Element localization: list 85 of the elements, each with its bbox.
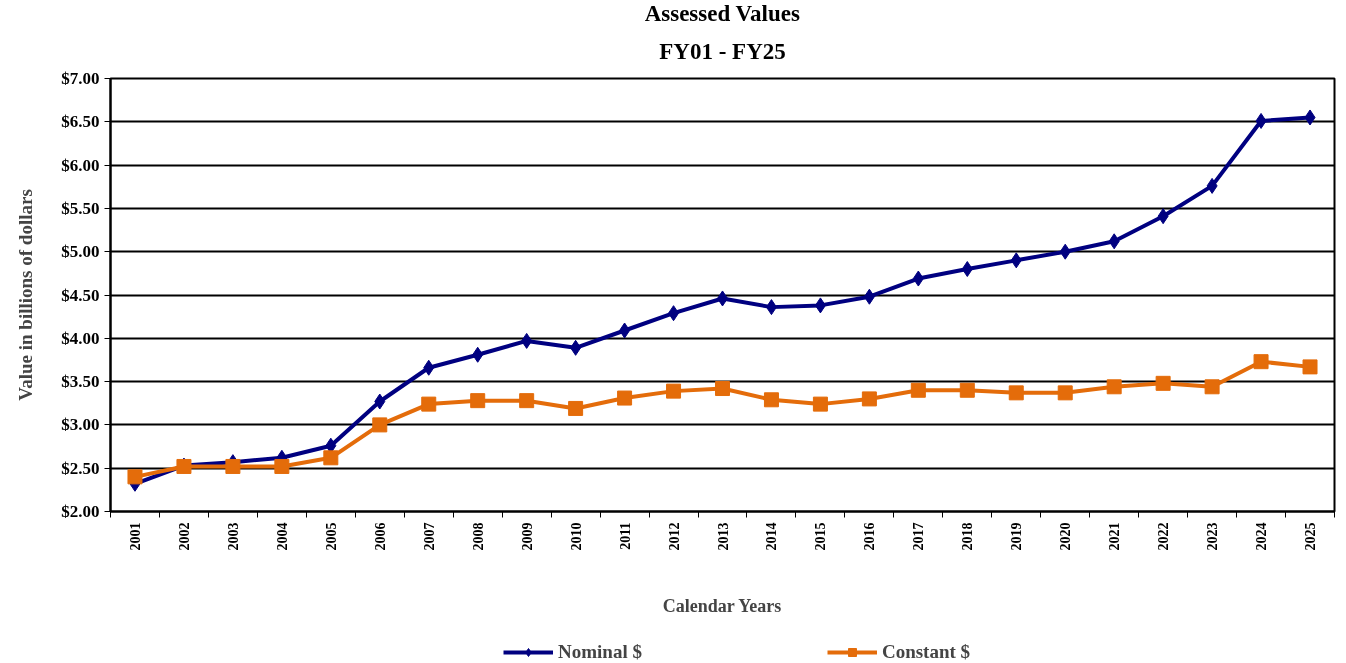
point <box>470 393 486 409</box>
x-axis-title: Calendar Years <box>662 595 782 616</box>
y-tick-label: $6.00 <box>61 155 100 175</box>
point <box>372 417 388 433</box>
point <box>472 346 484 363</box>
y-tick-label: $2.50 <box>61 458 100 478</box>
point <box>1255 112 1267 129</box>
point <box>619 322 631 339</box>
x-tick-label: 2002 <box>176 522 192 551</box>
point <box>521 332 533 349</box>
point <box>225 458 241 474</box>
point <box>961 261 973 278</box>
point <box>765 299 777 316</box>
y-tick-label: $3.50 <box>61 372 100 392</box>
point <box>861 391 877 407</box>
x-tick-label: 2008 <box>470 522 486 551</box>
point <box>423 359 435 376</box>
point <box>127 469 143 485</box>
x-tick-label: 2016 <box>862 522 878 551</box>
x-tick-label: 2014 <box>764 522 780 551</box>
x-tick-label: 2013 <box>715 522 731 551</box>
point <box>1157 208 1169 225</box>
point <box>715 381 730 397</box>
legend-label: Nominal $ <box>558 641 642 663</box>
point <box>374 393 386 410</box>
y-tick-label: $5.50 <box>61 198 100 218</box>
point <box>666 383 682 399</box>
point <box>568 400 584 416</box>
chart-subtitle: FY01 - FY25 <box>659 38 786 64</box>
x-tick-label: 2003 <box>225 522 241 551</box>
point <box>519 393 535 409</box>
point <box>1204 379 1220 395</box>
x-tick-label: 2022 <box>1156 522 1172 551</box>
y-tick-label: $2.00 <box>61 502 100 521</box>
point <box>668 305 680 322</box>
y-tick-label: $4.50 <box>61 285 100 305</box>
x-tick-label: 2007 <box>421 522 437 551</box>
point <box>812 396 828 412</box>
x-tick-label: 2009 <box>519 522 535 551</box>
x-tick-label: 2024 <box>1254 522 1270 551</box>
x-tick-label: 2025 <box>1303 522 1319 551</box>
point <box>617 390 633 406</box>
point <box>1010 252 1022 269</box>
point <box>910 382 926 398</box>
point <box>763 392 779 408</box>
x-tick-label: 2021 <box>1107 522 1123 551</box>
legend-label: Constant $ <box>881 641 971 663</box>
y-tick-label: $6.50 <box>61 112 100 132</box>
y-axis-title: Value in billions of dollars <box>15 189 37 401</box>
x-tick-label: 2019 <box>1009 522 1025 551</box>
x-tick-label: 2005 <box>323 522 339 551</box>
point <box>1008 385 1024 401</box>
y-tick-label: $3.00 <box>61 415 100 435</box>
point <box>323 450 339 466</box>
x-tick-label: 2010 <box>568 522 584 551</box>
point <box>1059 243 1071 260</box>
point <box>912 270 924 287</box>
chart-title: Assessed Values <box>644 0 800 26</box>
x-tick-label: 2023 <box>1205 522 1221 551</box>
x-tick-label: 2004 <box>274 522 290 551</box>
point <box>1302 359 1318 375</box>
x-tick-label: 2017 <box>911 522 927 551</box>
point <box>1108 233 1120 250</box>
point <box>1206 177 1218 194</box>
point <box>959 382 975 398</box>
y-tick-label: $7.00 <box>61 69 100 88</box>
x-tick-label: 2015 <box>813 522 829 551</box>
x-tick-label: 2018 <box>960 522 976 551</box>
point <box>570 339 582 356</box>
y-tick-label: $5.00 <box>61 242 100 262</box>
x-tick-label: 2011 <box>617 522 633 550</box>
point <box>421 396 437 412</box>
point <box>274 458 290 474</box>
x-tick-label: 2006 <box>372 522 388 551</box>
point <box>814 297 826 314</box>
x-tick-label: 2001 <box>127 522 143 551</box>
point <box>1155 375 1171 391</box>
point <box>1304 109 1316 126</box>
y-tick-label: $4.00 <box>61 328 100 348</box>
x-tick-label: 2020 <box>1058 522 1074 551</box>
point <box>1057 385 1073 401</box>
x-tick-label: 2012 <box>666 522 682 551</box>
point <box>863 288 875 305</box>
point <box>1253 354 1269 370</box>
point <box>1106 379 1122 395</box>
